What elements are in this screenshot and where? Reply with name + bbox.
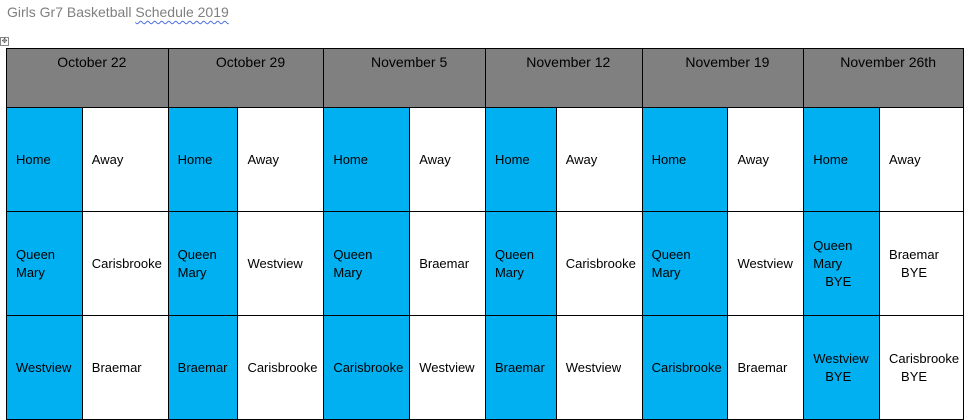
- team-name: Away: [565, 151, 598, 167]
- away-cell[interactable]: Away: [727, 107, 805, 212]
- spellcheck-underlined-text: Schedule 2019: [135, 4, 229, 20]
- away-cell[interactable]: Away: [879, 107, 964, 212]
- team-name: Carisbrooke: [247, 359, 318, 375]
- team-name: Braemar: [737, 359, 788, 375]
- home-cell[interactable]: Braemar: [167, 315, 239, 420]
- home-cell[interactable]: Home: [484, 107, 557, 212]
- team-name: Home: [333, 151, 368, 167]
- away-cell[interactable]: Away: [409, 107, 486, 212]
- away-cell[interactable]: Carisbrooke: [81, 211, 169, 316]
- date-header: October 29: [167, 48, 325, 108]
- home-cell[interactable]: Home: [803, 107, 881, 212]
- team-name: Away: [419, 151, 451, 167]
- team-name: Westview: [565, 359, 622, 375]
- date-header: October 22: [6, 48, 169, 108]
- team-name: Away: [737, 151, 770, 167]
- team-name: Queen Mary: [813, 237, 853, 271]
- home-cell[interactable]: Carisbrooke: [323, 315, 411, 420]
- team-name: Carisbrooke: [91, 255, 162, 271]
- home-cell[interactable]: Home: [641, 107, 729, 212]
- team-name: Queen Mary: [494, 246, 535, 280]
- home-cell[interactable]: Home: [323, 107, 411, 212]
- team-name: Home: [651, 151, 687, 167]
- team-name: Carisbrooke: [651, 359, 722, 375]
- header-row: October 22 October 29 November 5 November 1…: [6, 48, 964, 108]
- team-name: Queen Mary: [177, 246, 217, 280]
- away-cell[interactable]: Carisbrooke BYE: [879, 315, 964, 420]
- date-header: November 26th: [803, 48, 964, 108]
- home-cell[interactable]: Home: [167, 107, 239, 212]
- date-header: November 19: [641, 48, 805, 108]
- team-name: Home: [494, 151, 530, 167]
- team-name: Away: [247, 151, 279, 167]
- away-cell[interactable]: Westview: [727, 211, 805, 316]
- team-name: Westview: [16, 359, 72, 375]
- home-cell[interactable]: Queen Mary: [484, 211, 557, 316]
- away-cell[interactable]: Carisbrooke: [555, 211, 643, 316]
- home-cell[interactable]: Queen Mary: [641, 211, 729, 316]
- table-row: Queen Mary Carisbrooke Queen Mary Westview Que…: [6, 211, 964, 316]
- table-row: Home Away Home Away Home Away Home Away Home Away…: [6, 107, 964, 212]
- team-name: Westview: [247, 255, 303, 271]
- away-cell[interactable]: Braemar: [81, 315, 169, 420]
- team-name: Away: [91, 151, 124, 167]
- team-name: Home: [813, 151, 848, 167]
- team-name: Braemar: [889, 246, 939, 262]
- team-name: Braemar: [494, 359, 545, 375]
- home-cell[interactable]: Home: [6, 107, 83, 212]
- away-cell[interactable]: Braemar: [409, 211, 486, 316]
- away-cell[interactable]: Westview: [555, 315, 643, 420]
- away-cell[interactable]: Away: [81, 107, 169, 212]
- team-name: Braemar: [419, 255, 470, 271]
- home-cell[interactable]: Westview: [6, 315, 83, 420]
- team-name: Braemar: [177, 359, 228, 375]
- bye-label: BYE: [825, 273, 852, 289]
- team-name: Carisbrooke: [889, 350, 960, 366]
- team-name: Home: [177, 151, 213, 167]
- team-name: Braemar: [91, 359, 142, 375]
- home-cell[interactable]: Carisbrooke: [641, 315, 729, 420]
- away-cell[interactable]: Away: [237, 107, 325, 212]
- team-name: Carisbrooke: [565, 255, 636, 271]
- team-name: Carisbrooke: [333, 359, 404, 375]
- away-cell[interactable]: Westview: [409, 315, 486, 420]
- away-cell[interactable]: Away: [555, 107, 643, 212]
- away-cell[interactable]: Braemar BYE: [879, 211, 964, 316]
- date-header: November 5: [323, 48, 486, 108]
- home-cell[interactable]: Queen Mary BYE: [803, 211, 881, 316]
- team-name: Westview: [737, 255, 793, 271]
- team-name: Queen Mary: [651, 246, 691, 280]
- away-cell[interactable]: Westview: [237, 211, 325, 316]
- bye-label: BYE: [901, 368, 928, 384]
- home-cell[interactable]: Queen Mary: [167, 211, 239, 316]
- team-name: Away: [889, 151, 921, 167]
- away-cell[interactable]: Braemar: [727, 315, 805, 420]
- home-cell[interactable]: Braemar: [484, 315, 557, 420]
- team-name: Home: [16, 151, 51, 167]
- team-name: Queen Mary: [16, 246, 56, 280]
- table-row: Westview Braemar Braemar Carisbrooke Carisbr…: [6, 315, 964, 420]
- team-name: Westview: [813, 350, 869, 366]
- home-cell[interactable]: Westview BYE: [803, 315, 881, 420]
- table-move-handle-icon[interactable]: ✥: [0, 37, 9, 46]
- away-cell[interactable]: Carisbrooke: [237, 315, 325, 420]
- bye-label: BYE: [825, 368, 852, 384]
- schedule-table: October 22 October 29 November 5 November 1…: [6, 48, 964, 420]
- home-cell[interactable]: Queen Mary: [6, 211, 83, 316]
- team-name: Queen Mary: [333, 246, 373, 280]
- bye-label: BYE: [901, 264, 928, 280]
- home-cell[interactable]: Queen Mary: [323, 211, 411, 316]
- document-title: Girls Gr7 Basketball Schedule 2019: [7, 4, 229, 20]
- team-name: Westview: [419, 359, 475, 375]
- date-header: November 12: [484, 48, 643, 108]
